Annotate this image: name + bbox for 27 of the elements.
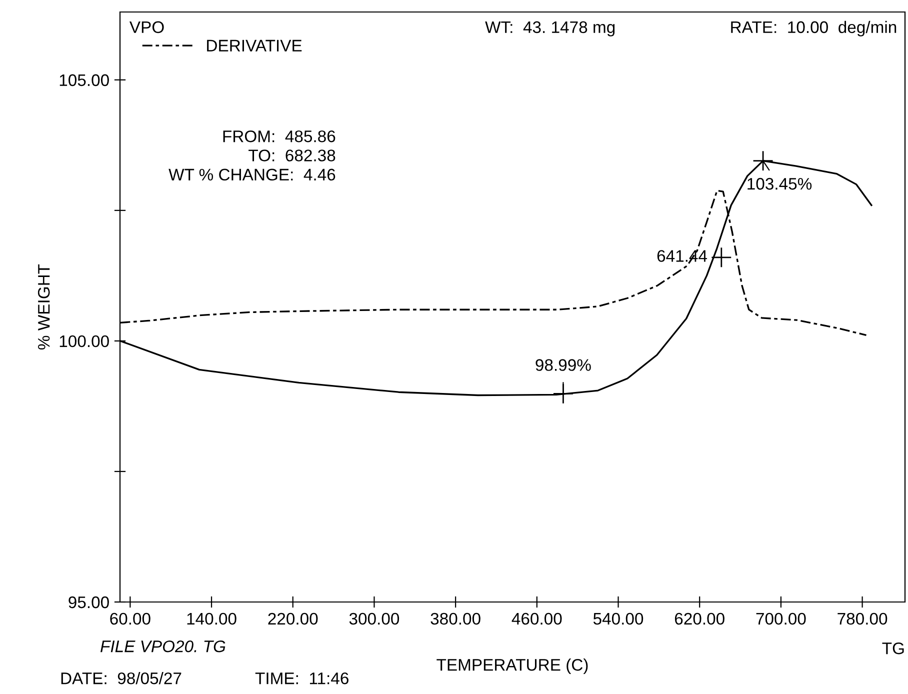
annotation: 98.99% [536,359,591,371]
y-tick-label: 100.00 [60,335,109,348]
x-tick-label: 700.00 [756,612,806,625]
x-tick-label: 60.00 [110,612,150,625]
x-tick-label: 460.00 [512,612,562,625]
annotation: 641.44 [657,250,708,262]
y-axis-title: % WEIGHT [38,264,50,350]
y-tick-label: 105.00 [60,74,109,86]
x-tick-label: 300.00 [349,612,400,625]
text: FILE VPO20. TG [100,640,226,652]
text: TG [882,642,904,654]
annotation: WT: 43. 1478 mg [485,21,615,36]
annotation: FROM: 485.86 TO: 682.38 WT % CHANGE: 4.46 [168,130,336,181]
text: TIME: 11:46 [255,672,348,684]
x-tick-label: 220.00 [268,612,318,625]
y-tick-label: 95.00 [68,596,109,608]
chart-title: VPO [129,21,164,34]
text: DATE: 98/05/27 [61,672,182,684]
x-tick-label: 140.00 [187,612,236,625]
annotation: 103.45% [748,178,812,190]
x-tick-label: 380.00 [430,612,480,625]
legend-label: DERIVATIVE [207,40,302,52]
x-tick-label: 540.00 [593,612,644,625]
annotation: RATE: 10.00 deg/min [731,20,896,36]
x-tick-label: 620.00 [674,612,724,625]
x-tick-label: 780.00 [838,612,888,625]
x-axis-title: TEMPERATURE (C) [436,658,588,674]
